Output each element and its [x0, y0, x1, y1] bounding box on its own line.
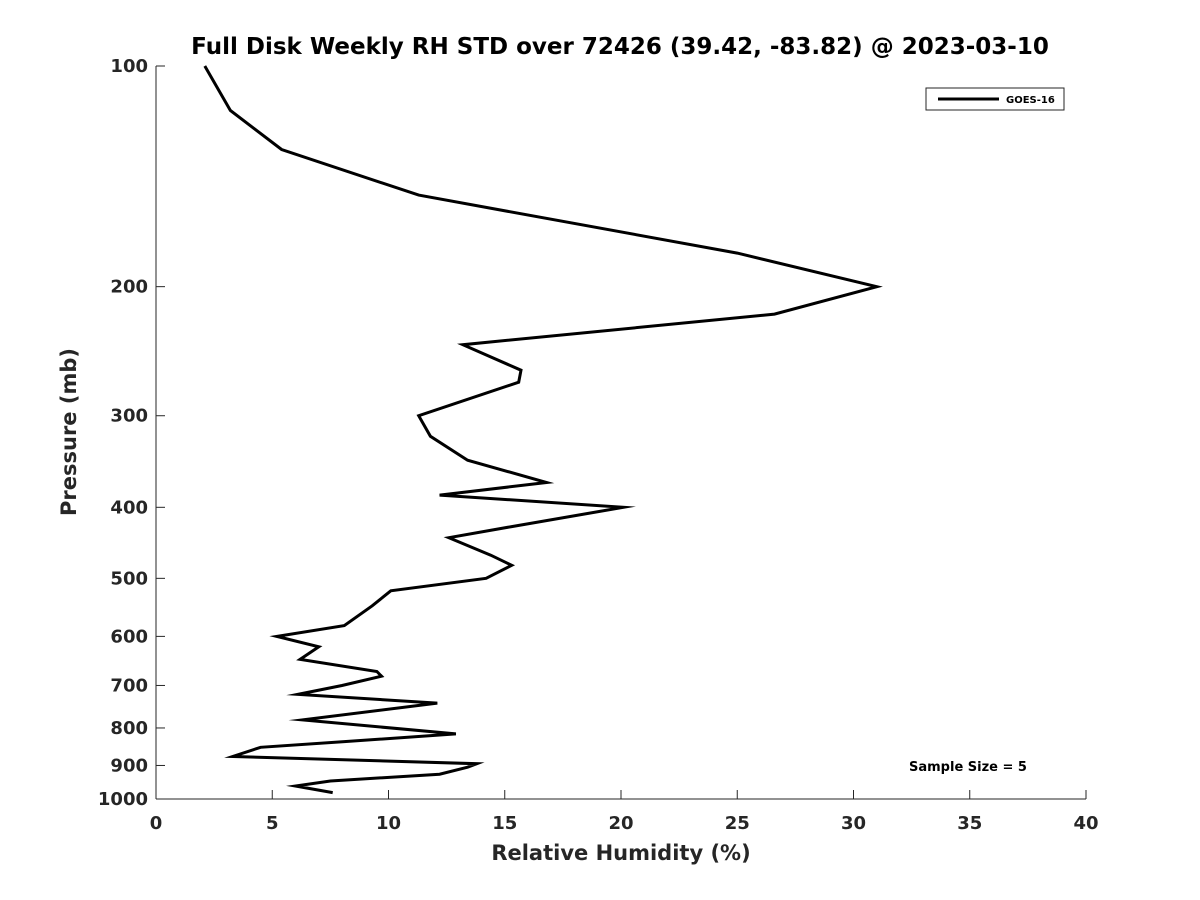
legend: GOES-16	[925, 87, 1065, 111]
y-tick-label: 400	[110, 497, 148, 518]
y-tick-label: 200	[110, 277, 148, 298]
x-tick-labels: 0 5 10 15 20 25 30 35 40	[150, 813, 1099, 834]
x-tick-label: 30	[841, 813, 866, 834]
y-tick-label: 900	[110, 755, 148, 776]
y-axis-label: Pressure (mb)	[57, 348, 81, 516]
x-tick-label: 40	[1073, 813, 1098, 834]
chart-title: Full Disk Weekly RH STD over 72426 (39.4…	[191, 34, 1049, 60]
x-tick-label: 15	[492, 813, 517, 834]
x-tick-label: 35	[957, 813, 982, 834]
y-tick-label: 1000	[98, 789, 148, 810]
x-tick-label: 5	[266, 813, 279, 834]
x-tick-label: 25	[725, 813, 750, 834]
legend-label-goes-16: GOES-16	[1006, 95, 1055, 106]
y-tick-label: 700	[110, 675, 148, 696]
y-tick-label: 300	[110, 406, 148, 427]
y-tick-label: 800	[110, 718, 148, 739]
x-tick-label: 0	[150, 813, 163, 834]
x-tick-label: 10	[376, 813, 401, 834]
y-tick-label: 100	[110, 56, 148, 77]
series-line-goes-16	[203, 65, 883, 795]
sample-size-annotation: Sample Size = 5	[909, 760, 1027, 775]
y-tick-label: 500	[110, 568, 148, 589]
y-tick-labels: 100 200 300 400 500 600 700 800 900 1000	[98, 56, 148, 810]
y-tick-label: 600	[110, 626, 148, 647]
series-group	[203, 65, 883, 795]
x-tick-label: 20	[608, 813, 633, 834]
x-axis-label: Relative Humidity (%)	[491, 841, 750, 865]
